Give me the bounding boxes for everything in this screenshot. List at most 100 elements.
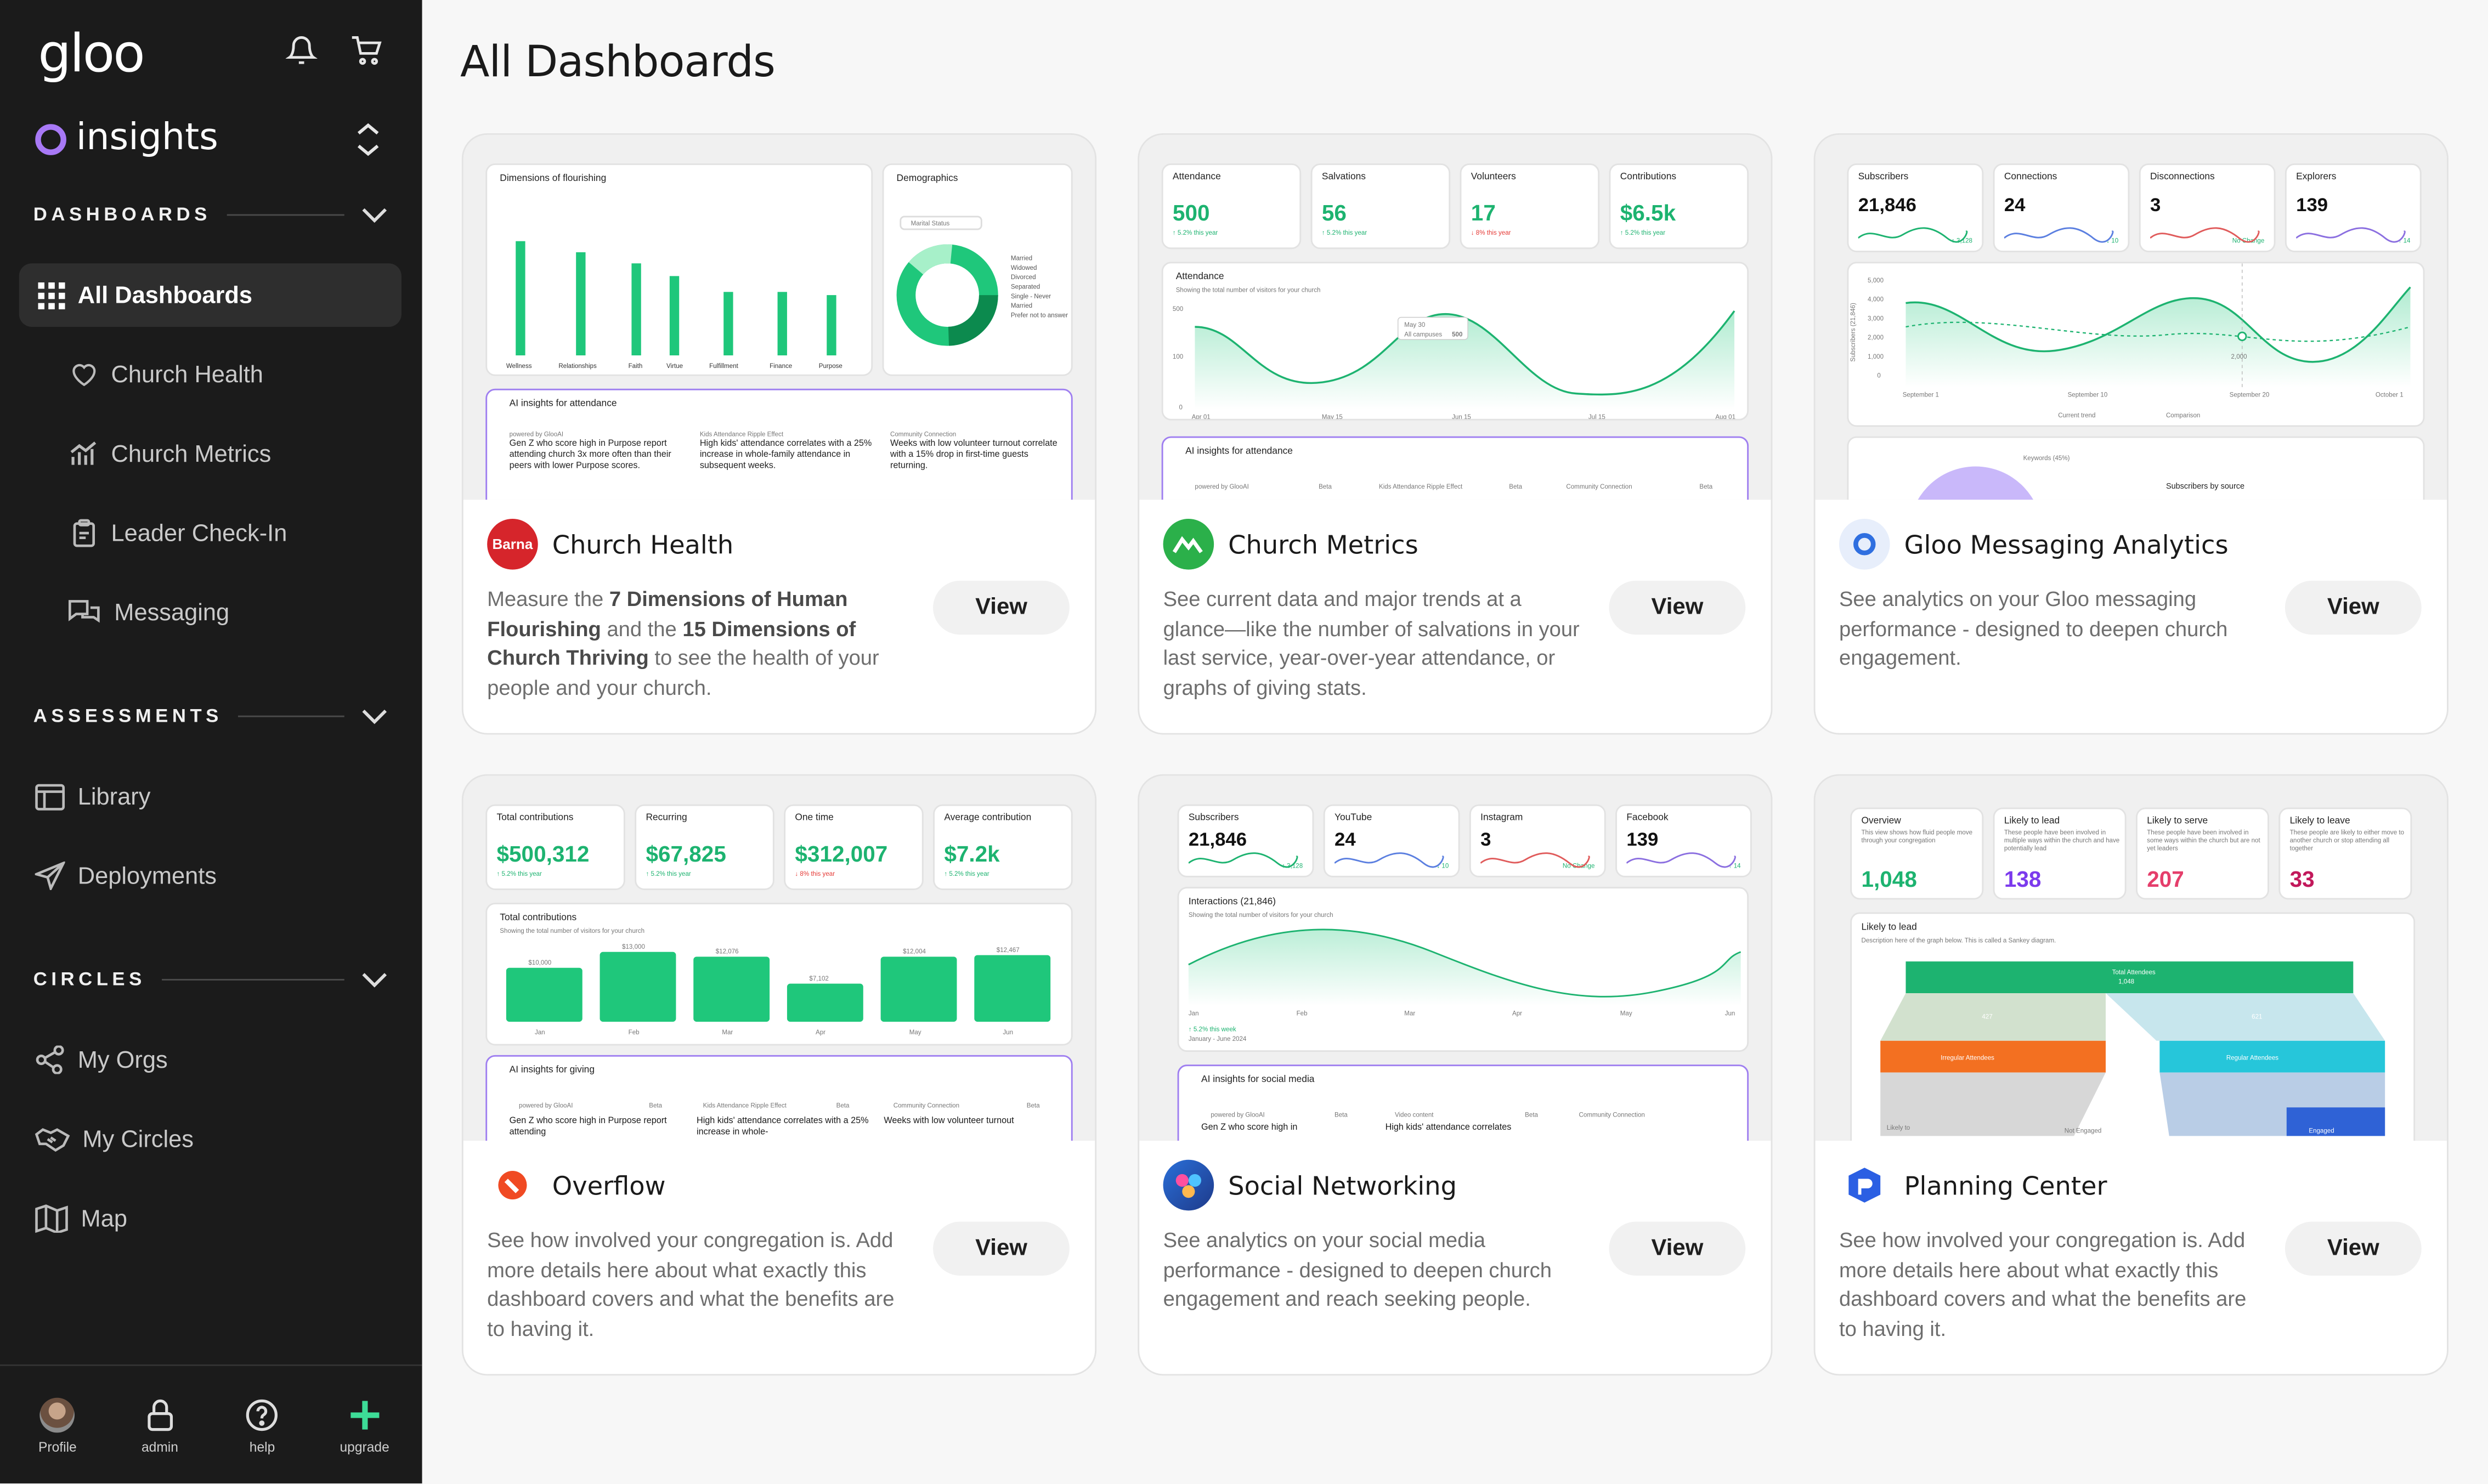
legend-item: Current trend [2058,411,2096,419]
kpi-sub: This view shows how fluid people move th… [1861,828,1973,845]
sidebar-item-my-orgs[interactable]: My Orgs [35,1028,168,1092]
section-dashboards[interactable]: DASHBOARDS [33,203,389,225]
chevron-down-icon[interactable] [360,205,389,224]
dashboard-card-social-networking[interactable]: Subscribers 21,846 ↑ 3,128 YouTube 24 ↓ 10 Ins… [1138,774,1773,1376]
x-tick: Mar [1404,1009,1416,1017]
ai-badge: Beta [1026,1101,1040,1109]
sidebar-item-library[interactable]: Library [35,764,150,828]
ai-insights-panel: AI insights for social media powered by … [1177,1064,1749,1141]
kpi-sub: These people have been involved in some … [2147,828,2260,852]
ai-text: Weeks with low volunteer turnout [884,1117,1014,1127]
svg-text:Faith: Faith [629,363,643,370]
sidebar-item-label: Messaging [114,599,230,626]
sidebar-item-map[interactable]: Map [35,1187,127,1250]
card-info: Overflow See how involved your congregat… [463,1141,1095,1374]
pie-chart [1918,466,2033,500]
desc-text: Measure the [487,587,609,611]
upgrade-button[interactable]: upgrade [325,1398,404,1483]
sidebar-item-church-metrics[interactable]: Church Metrics [70,422,271,486]
card-title: Gloo Messaging Analytics [1904,529,2229,559]
chevron-down-icon[interactable] [360,706,389,725]
planning-center-logo-icon [1839,1159,1890,1211]
dashboard-card-gloo-messaging-analytics[interactable]: Subscribers 21,846 ↑ 3,128 Connections 24 ↓ 1… [1813,133,2449,735]
y-tick: 5,000 [1868,276,1884,284]
section-assessments[interactable]: ASSESSMENTS [33,704,389,727]
sidebar-item-my-circles[interactable]: My Circles [35,1107,194,1171]
ai-label: Video content [1394,1111,1434,1119]
x-tick: Jun 15 [1452,412,1471,421]
sidebar: gloo insights DASHBOARDS All Dashboards … [0,0,422,1483]
ai-text: High kids' attendance correlates with a … [697,1117,869,1138]
kpi-label: Likely to serve [2147,817,2208,827]
dashboard-card-church-metrics[interactable]: Attendance 500 ↑ 5.2% this year Salvations 5… [1138,133,1773,735]
gloo-logo[interactable]: gloo [38,22,145,84]
view-button[interactable]: View [2285,1221,2422,1276]
dashboard-card-overflow[interactable]: Total contributions $500,312 ↑ 5.2% this y… [461,774,1097,1376]
bar-chart-icon [70,441,97,465]
help-button[interactable]: help [223,1398,302,1483]
sidebar-item-label: All Dashboards [77,281,253,309]
area-chart [1188,928,1741,1006]
kpi-value: $67,825 [646,841,726,866]
kpi-label: Attendance [1172,173,1221,183]
card-title: Church Metrics [1228,529,1418,559]
kpi-tile: Explorers 139 ↑ 14 [2285,163,2422,252]
sankey-chart: Likely to lead Description here of the g… [1850,912,2416,1141]
kpi-tile: Facebook 139 ↑ 14 [1615,804,1752,877]
kpi-tile: Volunteers 17 ↓ 8% this year [1460,163,1600,250]
bar-label: Apr [816,1028,826,1036]
sidebar-item-all-dashboards[interactable]: All Dashboards [19,263,402,327]
x-tick: October 1 [2375,390,2404,399]
interactions-chart: Interactions (21,846) Showing the total … [1177,887,1749,1052]
cart-icon[interactable] [349,35,384,67]
kpi-label: Contributions [1620,173,1677,183]
ai-insight: Community Connection Weeks with low volun… [890,428,1065,473]
chevron-down-icon[interactable] [360,970,389,989]
sidebar-item-label: My Circles [82,1125,194,1153]
avatar [40,1397,75,1433]
desc-emphasis: 15 Dimensions of Church Thriving [487,616,856,670]
y-tick: 0 [1179,403,1183,411]
view-button[interactable]: View [1609,580,1746,635]
dashboard-card-planning-center[interactable]: Overview 1,048 This view shows how fluid p… [1813,774,2449,1376]
card-description: See how involved your congregation is. A… [487,1228,895,1340]
kpi-value: 139 [1626,828,1659,851]
view-button[interactable]: View [2285,580,2422,635]
view-button[interactable]: View [933,580,1070,635]
view-button[interactable]: View [1609,1221,1746,1276]
x-tick: Jun [1724,1009,1735,1017]
product-switcher[interactable]: insights [35,117,218,158]
sidebar-item-deployments[interactable]: Deployments [35,844,217,908]
dashboard-card-church-health[interactable]: Dimensions of flourishing Wellness Relati… [461,133,1097,735]
sparkline [1858,227,1968,243]
card-info: Social Networking See analytics on your … [1139,1141,1771,1374]
sidebar-item-leader-check-in[interactable]: Leader Check-In [70,501,287,565]
heart-icon [72,364,96,387]
bar-value: $7,102 [809,974,829,982]
footer-label: admin [141,1438,178,1455]
kpi-label: Subscribers [1188,814,1239,824]
legend-item: Prefer not to answer [1010,311,1068,319]
bell-icon[interactable] [285,35,318,67]
profile-button[interactable]: Profile [18,1397,98,1483]
chart-subtitle: Showing the total number of visitors for… [500,926,645,934]
chart-title: Demographics [896,174,958,184]
kpi-tile: Subscribers 21,846 ↑ 3,128 [1177,804,1314,877]
kpi-label: Overview [1861,817,1901,827]
kpi-value: 3 [2150,193,2161,216]
area-chart [1195,310,1735,410]
sidebar-item-messaging[interactable]: Messaging [67,581,230,644]
admin-button[interactable]: admin [120,1398,200,1483]
marital-select[interactable]: Marital Status [900,216,983,230]
card-title: Social Networking [1228,1170,1457,1200]
desc-text: and the [601,616,683,641]
barna-logo-icon: Barna [487,519,538,570]
sparkline [2004,227,2114,243]
view-button[interactable]: View [933,1221,1070,1276]
node-label: Irregular Attendees [1941,1053,1994,1062]
x-tick: May 15 [1321,412,1343,421]
chevron-up-down-icon[interactable] [352,121,384,158]
section-circles[interactable]: CIRCLES [33,968,389,990]
card-description: See how involved your congregation is. A… [1839,1228,2247,1340]
sidebar-item-church-health[interactable]: Church Health [70,343,263,406]
